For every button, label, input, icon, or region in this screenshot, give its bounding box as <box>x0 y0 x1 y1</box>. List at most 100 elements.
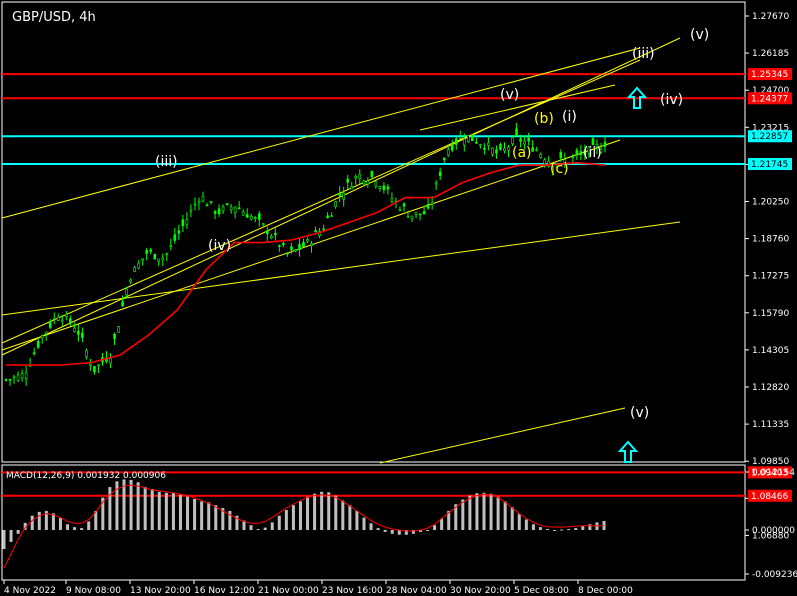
macd-tick-label: -0.009236 <box>752 570 797 580</box>
macd-histogram-bar <box>249 525 253 530</box>
candle-body <box>595 144 599 148</box>
candle-body <box>591 138 595 146</box>
macd-histogram-bar <box>440 518 444 530</box>
macd-histogram-bar <box>136 482 140 530</box>
macd-histogram-bar <box>468 495 472 530</box>
candle-body <box>217 208 221 215</box>
candle-body <box>177 230 181 234</box>
candle-body <box>330 215 333 218</box>
macd-histogram-bar <box>404 530 408 535</box>
level-tag-label: 1.08466 <box>751 492 788 502</box>
candle-body <box>24 372 28 379</box>
candle-body <box>274 233 277 236</box>
candle-body <box>209 201 213 203</box>
candle-body <box>479 144 482 146</box>
candle-body <box>511 137 514 145</box>
macd-histogram-bar <box>517 513 521 530</box>
macd-histogram-bar <box>207 502 211 530</box>
candle-body <box>133 266 136 272</box>
macd-histogram-bar <box>510 507 514 530</box>
macd-histogram-bar <box>461 499 465 530</box>
candle-body <box>314 230 317 233</box>
candle-body <box>197 200 201 204</box>
macd-histogram-bar <box>284 509 288 530</box>
candle-body <box>40 335 44 339</box>
candle-body <box>69 318 72 324</box>
price-tick-label: 1.09850 <box>752 457 789 467</box>
candle-body <box>523 141 526 145</box>
candle-body <box>515 128 518 136</box>
candle-body <box>438 171 442 176</box>
price-tick-label: 1.06880 <box>752 531 789 541</box>
macd-histogram-bar <box>524 519 528 530</box>
level-tag <box>748 466 792 479</box>
time-tick-label: 5 Dec 08:00 <box>514 586 569 596</box>
time-axis: 4 Nov 2022 9 Nov 08:00 13 Nov 20:00 16 Nov … <box>3 580 633 596</box>
candle-body <box>85 350 88 358</box>
candle-body <box>4 379 8 381</box>
candle-body <box>326 215 329 219</box>
candle-body <box>306 238 309 242</box>
macd-histogram-bar <box>313 493 317 530</box>
candle-body <box>93 365 96 373</box>
candle-body <box>249 215 253 220</box>
macd-histogram-bar <box>228 510 232 530</box>
time-tick-label: 16 Nov 12:00 <box>194 586 255 596</box>
macd-histogram-bar <box>214 505 218 530</box>
candle-body <box>73 327 76 332</box>
trendlines <box>1 37 681 464</box>
candle-body <box>113 333 116 340</box>
macd-histogram-bar <box>277 515 281 530</box>
macd-histogram-bar <box>193 498 197 530</box>
candle-body <box>173 234 177 241</box>
candle-body <box>342 192 345 200</box>
macd-histogram-bar <box>221 508 225 530</box>
candle-body <box>346 178 350 183</box>
macd-histogram-bar <box>581 526 585 530</box>
candle-body <box>587 146 591 154</box>
candle-body <box>302 241 305 248</box>
macd-histogram-bar <box>489 493 493 530</box>
candle-body <box>298 244 301 251</box>
main-panel-frame <box>1 1 746 463</box>
macd-histogram-bar <box>66 524 70 530</box>
candle-body <box>261 223 265 226</box>
candle-body <box>65 314 68 317</box>
candle-body <box>241 211 245 216</box>
candle-body <box>153 253 157 260</box>
macd-histogram-bar <box>263 527 267 530</box>
wave-label: (b) <box>534 111 554 127</box>
macd-histogram-bar <box>51 513 55 530</box>
macd-histogram-bar <box>574 528 578 530</box>
candle-body <box>278 245 281 247</box>
time-tick-label: 28 Nov 04:00 <box>386 586 447 596</box>
moving-average <box>6 161 606 366</box>
candle-body <box>374 181 378 187</box>
wave-label: (a) <box>512 145 532 161</box>
macd-histogram-bar <box>383 530 387 532</box>
candle-body <box>129 279 132 283</box>
candle-body <box>350 186 354 190</box>
candle-body <box>77 330 80 335</box>
candle-body <box>141 258 144 261</box>
candles <box>4 122 607 387</box>
horizontal-levels <box>2 73 745 497</box>
macd-histogram-bar <box>23 522 27 530</box>
macd-histogram-bar <box>171 492 175 530</box>
candle-body <box>97 364 100 367</box>
candle-body <box>266 230 269 235</box>
macd-histogram-bar <box>115 481 119 530</box>
macd-histogram-bar <box>496 496 500 530</box>
candle-body <box>137 262 140 269</box>
level-tag-label: 1.25345 <box>751 70 788 80</box>
candle-body <box>56 316 60 321</box>
price-tick-label: 1.17275 <box>752 272 789 282</box>
macd-histogram-bar <box>150 488 154 530</box>
level-tag-label: 1.21745 <box>751 160 788 170</box>
level-tag <box>748 68 792 81</box>
candle-body <box>430 202 434 205</box>
macd-histogram-bar <box>298 501 302 530</box>
macd-histogram-bar <box>108 487 112 530</box>
candle-body <box>418 213 422 216</box>
candle-body <box>165 253 169 255</box>
